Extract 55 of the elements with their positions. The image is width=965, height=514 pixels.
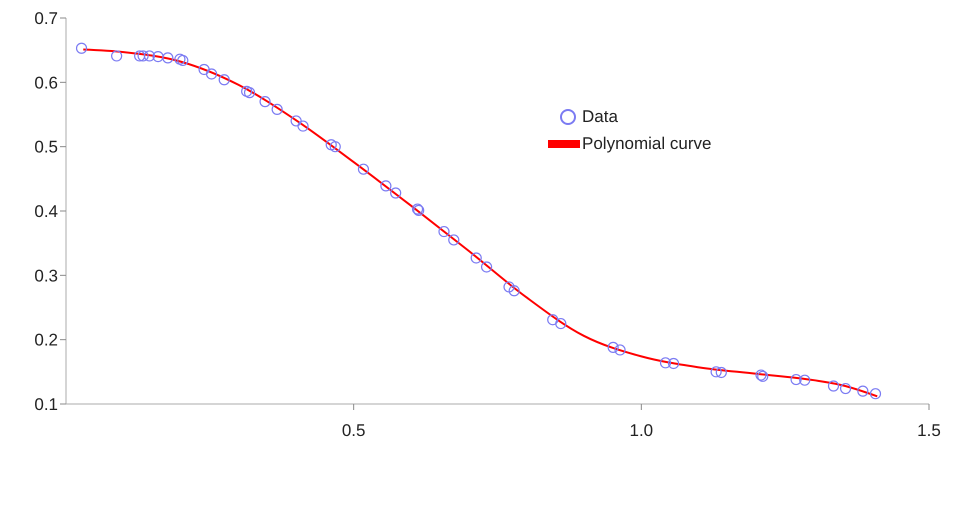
point [134, 50, 146, 62]
point [799, 374, 810, 386]
point [555, 318, 566, 330]
point [857, 386, 868, 397]
point [660, 357, 672, 368]
point [330, 141, 341, 152]
point [144, 50, 156, 62]
point [152, 51, 164, 62]
point [716, 366, 727, 378]
point [668, 358, 680, 370]
point [326, 139, 337, 150]
point [380, 180, 392, 192]
y-tick-label: 0.6 [34, 73, 58, 92]
point [547, 314, 558, 326]
point [448, 234, 460, 246]
point [76, 42, 88, 54]
legend-label: Data [582, 106, 618, 126]
point [244, 87, 256, 98]
x-tick-label: 1.0 [630, 421, 654, 440]
point [218, 74, 230, 86]
point [470, 252, 482, 264]
y-tick-label: 0.7 [34, 9, 58, 28]
point [480, 261, 492, 273]
y-tick-label: 0.1 [34, 395, 58, 414]
point [358, 164, 370, 175]
point [608, 342, 619, 353]
point [710, 366, 722, 378]
point [174, 54, 186, 65]
x-tick-label: 0.5 [342, 421, 366, 440]
point [241, 86, 252, 97]
point [840, 382, 852, 394]
point [503, 281, 515, 293]
point [272, 104, 283, 115]
y-tick-label: 0.4 [34, 202, 58, 222]
point [137, 50, 149, 62]
y-tick-label: 0.5 [34, 138, 58, 157]
point [177, 54, 188, 66]
point [162, 52, 174, 64]
x-tick-label: 1.5 [917, 421, 941, 440]
point [870, 388, 882, 400]
point [390, 187, 402, 199]
point [111, 50, 122, 62]
point [614, 344, 626, 356]
point [290, 115, 302, 127]
point [508, 285, 520, 296]
point [259, 96, 271, 108]
point [790, 374, 802, 386]
legend-label: Polynomial curve [582, 134, 712, 154]
point [198, 64, 210, 76]
point [206, 68, 218, 80]
y-tick-label: 0.2 [34, 330, 58, 350]
point [828, 380, 840, 392]
point [438, 226, 450, 238]
y-tick-label: 0.3 [34, 266, 58, 286]
point [297, 120, 309, 132]
